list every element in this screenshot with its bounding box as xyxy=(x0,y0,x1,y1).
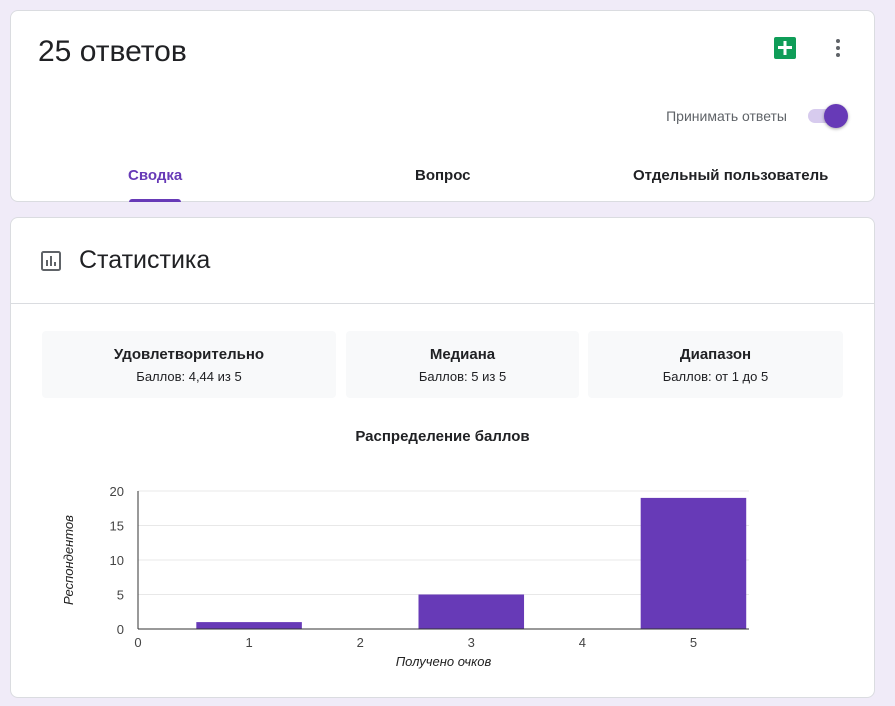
x-axis-title: Получено очков xyxy=(396,654,492,669)
toggle-knob xyxy=(824,104,848,128)
statistics-title: Статистика xyxy=(79,246,211,274)
y-tick-label: 20 xyxy=(110,484,124,499)
bar-chart-icon xyxy=(40,250,62,272)
stat-box-average: Удовлетворительно Баллов: 4,44 из 5 xyxy=(42,331,336,398)
divider xyxy=(11,303,874,304)
responses-count-title: 25 ответов xyxy=(38,35,187,68)
x-tick-label: 1 xyxy=(245,635,252,650)
stat-box-range: Диапазон Баллов: от 1 до 5 xyxy=(588,331,843,398)
responses-header-card: 25 ответов Принимать ответы Сводка Вопро… xyxy=(10,10,875,202)
x-tick-label: 5 xyxy=(690,635,697,650)
tab-individual[interactable]: Отдельный пользователь xyxy=(633,167,829,184)
tab-summary[interactable]: Сводка xyxy=(128,167,183,184)
stat-value: Баллов: от 1 до 5 xyxy=(662,369,769,384)
stat-name: Удовлетворительно xyxy=(113,346,265,363)
y-tick-label: 10 xyxy=(110,553,124,568)
active-tab-indicator xyxy=(129,199,181,202)
y-axis-title: Респондентов xyxy=(61,515,76,605)
y-tick-label: 15 xyxy=(110,519,124,534)
stat-value: Баллов: 4,44 из 5 xyxy=(136,369,242,384)
y-tick-label: 5 xyxy=(117,588,124,603)
accept-responses-toggle[interactable] xyxy=(808,103,850,129)
bar xyxy=(640,497,747,629)
google-sheets-icon[interactable] xyxy=(774,37,796,59)
x-tick-label: 4 xyxy=(579,635,586,650)
stat-box-median: Медиана Баллов: 5 из 5 xyxy=(346,331,579,398)
statistics-card: Статистика Удовлетворительно Баллов: 4,4… xyxy=(10,217,875,698)
stat-name: Диапазон xyxy=(679,346,752,363)
y-tick-label: 0 xyxy=(117,622,124,637)
x-tick-label: 0 xyxy=(134,635,141,650)
stat-value: Баллов: 5 из 5 xyxy=(418,369,507,384)
accept-responses-label: Принимать ответы xyxy=(666,108,787,124)
bar xyxy=(418,594,525,629)
tab-question[interactable]: Вопрос xyxy=(415,167,471,184)
stat-name: Медиана xyxy=(429,346,496,363)
chart-title: Распределение баллов xyxy=(355,428,530,445)
score-distribution-chart: 0 5 10 15 20 0 1 2 3 4 5 Получено очков Респондентов xyxy=(61,484,749,669)
more-vert-icon[interactable] xyxy=(827,37,849,59)
x-tick-label: 2 xyxy=(357,635,364,650)
bar xyxy=(196,622,302,629)
x-tick-label: 3 xyxy=(468,635,475,650)
